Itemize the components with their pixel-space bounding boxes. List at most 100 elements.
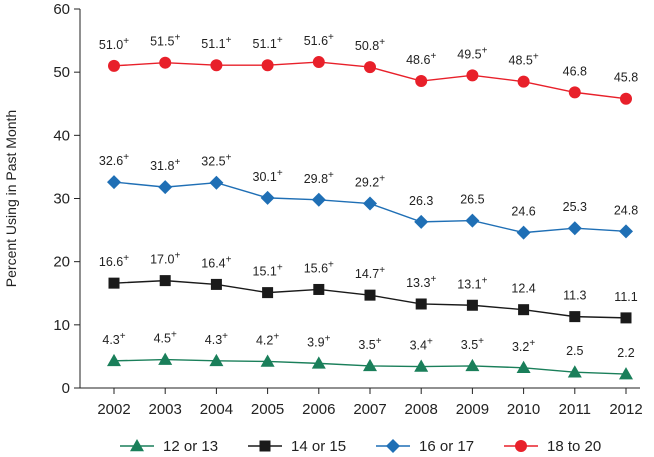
x-tick-label: 2010 bbox=[507, 401, 540, 418]
data-point-16-or-17 bbox=[260, 190, 275, 205]
data-label-14-or-15: 15.6+ bbox=[304, 259, 334, 275]
legend-marker-14-or-15 bbox=[259, 440, 271, 452]
data-label-18-to-20: 51.6+ bbox=[304, 32, 334, 48]
data-point-18-to-20 bbox=[620, 92, 632, 105]
chart-axes: 0 10 20 30 40 50 60 2002 2003 2004 2005 2006 2007 200… bbox=[3, 1, 643, 418]
data-label-16-or-17: 31.8+ bbox=[150, 157, 180, 173]
data-point-16-or-17 bbox=[414, 214, 429, 229]
data-point-16-or-17 bbox=[107, 175, 121, 190]
data-point-14-or-15 bbox=[313, 283, 325, 295]
x-tick-label: 2003 bbox=[149, 401, 182, 418]
data-point-18-to-20 bbox=[312, 56, 325, 69]
data-label-16-or-17: 32.5+ bbox=[201, 153, 231, 169]
data-point-18-to-20 bbox=[364, 61, 376, 74]
data-point-14-or-15 bbox=[262, 287, 274, 299]
data-label-12-or-13: 4.5+ bbox=[154, 330, 177, 346]
data-point-14-or-15 bbox=[159, 275, 171, 287]
data-label-12-or-13: 4.3+ bbox=[205, 331, 228, 347]
y-tick-label: 60 bbox=[53, 1, 70, 18]
data-point-12-or-13 bbox=[567, 365, 582, 378]
data-label-16-or-17: 24.8 bbox=[614, 203, 638, 217]
legend-label-16-or-17: 16 or 17 bbox=[419, 438, 474, 455]
data-point-12-or-13 bbox=[363, 358, 377, 372]
data-label-14-or-15: 13.3+ bbox=[406, 274, 436, 290]
data-point-14-or-15 bbox=[364, 289, 376, 301]
data-point-12-or-13 bbox=[260, 354, 275, 367]
legend-marker-12-or-13 bbox=[130, 439, 144, 452]
data-point-12-or-13 bbox=[414, 359, 429, 372]
data-label-12-or-13: 4.2+ bbox=[256, 331, 279, 347]
data-label-14-or-15: 11.1 bbox=[614, 290, 637, 304]
data-label-16-or-17: 24.6 bbox=[511, 205, 535, 219]
x-tick-label: 2011 bbox=[559, 401, 591, 418]
legend-label-14-or-15: 14 or 15 bbox=[291, 438, 346, 455]
data-point-12-or-13 bbox=[209, 353, 224, 367]
y-tick-label: 50 bbox=[53, 64, 70, 81]
data-label-16-or-17: 26.5 bbox=[460, 193, 484, 207]
data-point-16-or-17 bbox=[465, 213, 480, 228]
data-point-14-or-15 bbox=[415, 298, 427, 310]
data-label-12-or-13: 3.4+ bbox=[410, 337, 433, 353]
data-label-16-or-17: 32.6+ bbox=[99, 152, 129, 168]
legend-marker-16-or-17 bbox=[386, 439, 400, 453]
y-tick-label: 30 bbox=[53, 191, 70, 208]
x-tick-label: 2007 bbox=[353, 401, 386, 418]
data-label-16-or-17: 30.1+ bbox=[253, 168, 283, 184]
legend-label-12-or-13: 12 or 13 bbox=[163, 438, 218, 455]
data-label-12-or-13: 3.5+ bbox=[461, 336, 484, 352]
data-label-14-or-15: 11.3 bbox=[563, 289, 586, 303]
data-label-12-or-13: 3.2+ bbox=[512, 338, 535, 354]
data-point-18-to-20 bbox=[517, 75, 530, 88]
data-point-18-to-20 bbox=[261, 59, 274, 72]
data-label-16-or-17: 26.3 bbox=[409, 194, 433, 208]
data-label-12-or-13: 3.9+ bbox=[307, 333, 330, 349]
data-label-14-or-15: 15.1+ bbox=[253, 263, 283, 279]
data-label-12-or-13: 3.5+ bbox=[358, 336, 381, 352]
data-label-18-to-20: 51.1+ bbox=[201, 35, 231, 51]
data-point-12-or-13 bbox=[619, 367, 633, 380]
data-point-14-or-15 bbox=[620, 312, 632, 324]
x-tick-label: 2005 bbox=[251, 401, 284, 418]
y-tick-label: 20 bbox=[53, 254, 70, 271]
data-label-18-to-20: 48.6+ bbox=[406, 51, 436, 67]
data-point-16-or-17 bbox=[516, 225, 531, 240]
data-point-16-or-17 bbox=[363, 196, 377, 211]
data-point-14-or-15 bbox=[518, 304, 530, 316]
y-tick-label: 40 bbox=[53, 127, 70, 144]
data-point-18-to-20 bbox=[466, 69, 479, 82]
y-tick-label: 0 bbox=[62, 380, 70, 397]
data-label-16-or-17: 25.3 bbox=[563, 200, 587, 214]
data-label-12-or-13: 2.2 bbox=[617, 346, 634, 360]
y-tick-label: 10 bbox=[53, 317, 70, 334]
data-point-12-or-13 bbox=[107, 353, 121, 367]
data-point-18-to-20 bbox=[415, 75, 428, 88]
data-point-18-to-20 bbox=[159, 56, 172, 69]
legend-label-18-to-20: 18 to 20 bbox=[547, 438, 601, 455]
data-point-18-to-20 bbox=[568, 86, 581, 99]
data-point-16-or-17 bbox=[209, 175, 224, 190]
data-point-14-or-15 bbox=[466, 299, 478, 311]
data-label-12-or-13: 2.5 bbox=[566, 344, 583, 358]
data-label-12-or-13: 4.3+ bbox=[102, 331, 125, 347]
data-label-14-or-15: 16.4+ bbox=[201, 254, 231, 270]
data-point-16-or-17 bbox=[311, 192, 326, 207]
data-point-14-or-15 bbox=[210, 278, 222, 290]
chart-legend: 12 or 13 14 or 15 16 or 17 18 to 20 bbox=[120, 438, 601, 455]
data-point-18-to-20 bbox=[210, 59, 223, 72]
data-label-14-or-15: 12.4 bbox=[511, 282, 535, 296]
data-label-18-to-20: 51.1+ bbox=[253, 35, 283, 51]
data-label-18-to-20: 50.8+ bbox=[355, 37, 385, 53]
x-tick-label: 2004 bbox=[200, 401, 233, 418]
data-point-14-or-15 bbox=[569, 311, 581, 323]
data-label-18-to-20: 45.8 bbox=[614, 71, 638, 85]
x-tick-label: 2002 bbox=[97, 401, 130, 418]
chart-series bbox=[107, 56, 633, 380]
data-point-16-or-17 bbox=[567, 221, 582, 236]
data-label-18-to-20: 51.5+ bbox=[150, 33, 180, 49]
data-point-12-or-13 bbox=[311, 356, 326, 369]
data-point-12-or-13 bbox=[465, 358, 480, 372]
data-label-14-or-15: 17.0+ bbox=[150, 251, 180, 267]
data-label-18-to-20: 46.8 bbox=[563, 64, 587, 78]
data-point-12-or-13 bbox=[516, 360, 531, 374]
data-label-14-or-15: 16.6+ bbox=[99, 253, 129, 269]
